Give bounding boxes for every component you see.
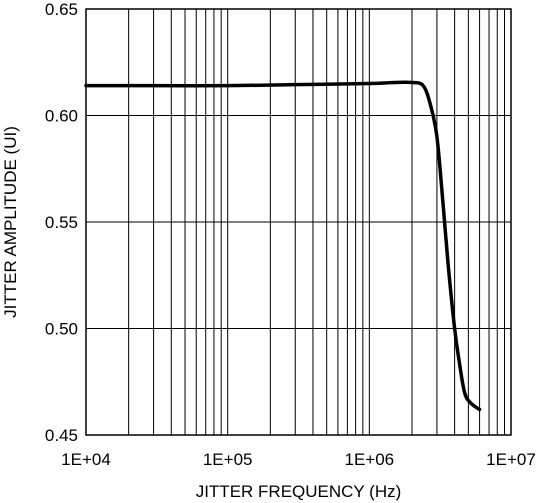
y-axis-title: JITTER AMPLITUDE (UI) xyxy=(1,126,20,318)
y-tick-labels: 0.45 0.50 0.55 0.60 0.65 xyxy=(45,0,78,445)
y-tick-label: 0.55 xyxy=(45,213,78,232)
x-tick-label: 1E+07 xyxy=(486,450,536,469)
x-tick-label: 1E+05 xyxy=(203,450,253,469)
x-axis-title: JITTER FREQUENCY (Hz) xyxy=(196,482,402,501)
y-tick-label: 0.65 xyxy=(45,0,78,19)
x-tick-label: 1E+06 xyxy=(345,450,395,469)
y-tick-label: 0.50 xyxy=(45,320,78,339)
x-tick-label: 1E+04 xyxy=(61,450,111,469)
series-line xyxy=(84,80,482,412)
y-tick-label: 0.45 xyxy=(45,426,78,445)
x-tick-labels: 1E+04 1E+05 1E+06 1E+07 xyxy=(61,450,536,469)
y-tick-label: 0.60 xyxy=(45,107,78,126)
grid xyxy=(86,9,511,435)
plot-frame xyxy=(85,8,512,436)
